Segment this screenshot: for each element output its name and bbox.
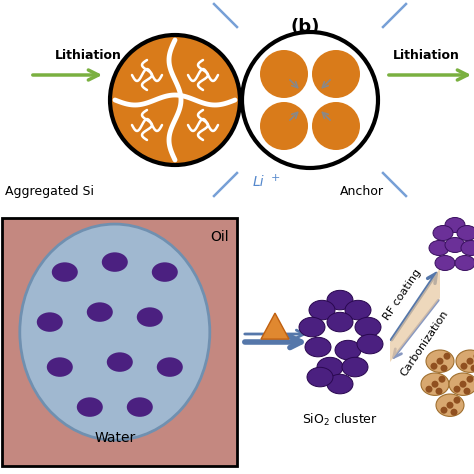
Ellipse shape [355, 317, 381, 337]
Circle shape [440, 407, 447, 414]
Ellipse shape [47, 357, 73, 377]
Ellipse shape [77, 397, 103, 417]
Circle shape [440, 365, 447, 372]
Circle shape [461, 363, 467, 370]
Ellipse shape [461, 240, 474, 255]
Circle shape [260, 50, 308, 98]
Ellipse shape [445, 218, 465, 233]
Text: Lithiation: Lithiation [393, 49, 460, 62]
Circle shape [454, 397, 461, 404]
Ellipse shape [52, 262, 78, 282]
Circle shape [464, 388, 471, 395]
Circle shape [430, 363, 438, 370]
Circle shape [312, 102, 360, 150]
Circle shape [450, 409, 457, 416]
Ellipse shape [299, 317, 325, 337]
Circle shape [110, 35, 240, 165]
Text: Carbonization: Carbonization [398, 308, 450, 378]
Ellipse shape [435, 255, 455, 271]
Ellipse shape [457, 226, 474, 240]
Ellipse shape [445, 237, 465, 253]
Ellipse shape [87, 302, 113, 322]
Bar [2, 218, 237, 466]
Text: Li: Li [253, 175, 264, 189]
Circle shape [438, 376, 446, 383]
Ellipse shape [309, 301, 335, 320]
Ellipse shape [335, 340, 361, 360]
Ellipse shape [152, 262, 178, 282]
Text: Anchor: Anchor [340, 185, 384, 198]
Circle shape [436, 388, 443, 395]
Text: (b): (b) [290, 18, 319, 36]
Circle shape [454, 386, 461, 392]
Circle shape [447, 401, 454, 409]
Circle shape [312, 50, 360, 98]
Circle shape [471, 365, 474, 372]
Ellipse shape [20, 224, 210, 440]
Ellipse shape [436, 394, 464, 416]
Ellipse shape [305, 337, 331, 357]
Ellipse shape [327, 374, 353, 394]
Ellipse shape [456, 350, 474, 373]
Circle shape [466, 358, 474, 365]
Text: +: + [271, 173, 281, 183]
Circle shape [426, 386, 432, 392]
Polygon shape [390, 268, 440, 362]
Ellipse shape [307, 367, 333, 387]
Circle shape [459, 381, 466, 388]
Ellipse shape [317, 357, 343, 377]
Polygon shape [261, 313, 289, 339]
Ellipse shape [433, 226, 453, 240]
Text: Aggregated Si: Aggregated Si [5, 185, 94, 198]
Ellipse shape [426, 350, 454, 373]
Ellipse shape [37, 312, 63, 332]
Ellipse shape [449, 373, 474, 395]
Ellipse shape [455, 255, 474, 271]
Text: Water: Water [94, 431, 136, 445]
Text: RF coating: RF coating [382, 267, 424, 321]
Ellipse shape [342, 357, 368, 377]
Ellipse shape [421, 373, 449, 395]
Ellipse shape [157, 357, 183, 377]
Circle shape [444, 353, 450, 360]
Ellipse shape [107, 352, 133, 372]
Circle shape [242, 32, 378, 168]
Text: Oil: Oil [210, 230, 229, 244]
Ellipse shape [327, 312, 353, 332]
Ellipse shape [102, 252, 128, 272]
Circle shape [466, 376, 474, 383]
Circle shape [260, 102, 308, 150]
Text: SiO$_2$ cluster: SiO$_2$ cluster [302, 412, 378, 428]
Text: Lithiation: Lithiation [55, 49, 122, 62]
Ellipse shape [127, 397, 153, 417]
Circle shape [431, 381, 438, 388]
Ellipse shape [429, 240, 449, 255]
Ellipse shape [357, 334, 383, 354]
Ellipse shape [345, 301, 371, 320]
Circle shape [437, 358, 444, 365]
Ellipse shape [137, 307, 163, 327]
Ellipse shape [327, 291, 353, 310]
